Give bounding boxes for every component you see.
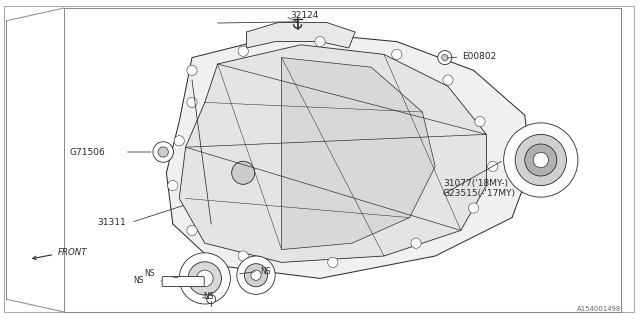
Circle shape <box>238 251 248 261</box>
Text: A154001498: A154001498 <box>577 306 621 312</box>
Circle shape <box>244 264 268 287</box>
Circle shape <box>533 152 548 168</box>
Text: NS: NS <box>204 292 214 301</box>
Circle shape <box>515 134 566 186</box>
Circle shape <box>442 54 448 61</box>
Circle shape <box>187 65 197 76</box>
FancyBboxPatch shape <box>162 276 204 287</box>
Circle shape <box>168 180 178 191</box>
Text: 31311: 31311 <box>97 218 126 227</box>
Circle shape <box>504 123 578 197</box>
Circle shape <box>187 225 197 236</box>
Circle shape <box>188 262 221 295</box>
Circle shape <box>174 136 184 146</box>
Circle shape <box>328 257 338 268</box>
Circle shape <box>232 161 255 184</box>
Circle shape <box>187 97 197 108</box>
Circle shape <box>238 46 248 56</box>
Circle shape <box>158 147 168 157</box>
Text: 32124: 32124 <box>290 11 318 20</box>
Text: NS: NS <box>145 269 155 278</box>
Circle shape <box>196 270 213 287</box>
Circle shape <box>468 203 479 213</box>
Text: G71506: G71506 <box>69 148 105 156</box>
Circle shape <box>315 36 325 47</box>
Circle shape <box>475 116 485 127</box>
Circle shape <box>438 51 452 65</box>
Polygon shape <box>282 58 435 250</box>
Circle shape <box>411 238 421 248</box>
Text: E00802: E00802 <box>462 52 497 61</box>
Text: NS: NS <box>260 267 270 276</box>
Circle shape <box>525 144 557 176</box>
Polygon shape <box>246 22 355 48</box>
Text: 31077('18MY-): 31077('18MY-) <box>443 179 508 188</box>
Circle shape <box>251 270 261 280</box>
Circle shape <box>179 253 230 304</box>
Polygon shape <box>179 45 486 262</box>
Circle shape <box>153 142 173 162</box>
Circle shape <box>392 49 402 60</box>
Text: NS: NS <box>133 276 143 285</box>
Circle shape <box>207 295 216 304</box>
Circle shape <box>488 161 498 172</box>
Text: FRONT: FRONT <box>58 248 87 257</box>
Circle shape <box>237 256 275 294</box>
Circle shape <box>443 75 453 85</box>
Polygon shape <box>166 32 531 278</box>
Text: G23515(-'17MY): G23515(-'17MY) <box>443 189 516 198</box>
